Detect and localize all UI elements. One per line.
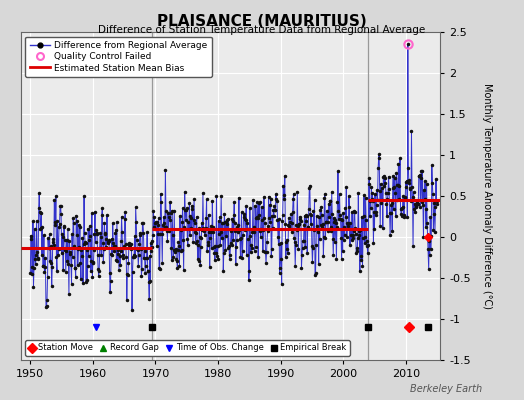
Text: Difference of Station Temperature Data from Regional Average: Difference of Station Temperature Data f… <box>99 25 425 35</box>
Y-axis label: Monthly Temperature Anomaly Difference (°C): Monthly Temperature Anomaly Difference (… <box>482 83 492 309</box>
Text: PLAISANCE (MAURITIUS): PLAISANCE (MAURITIUS) <box>157 14 367 29</box>
Text: Berkeley Earth: Berkeley Earth <box>410 384 482 394</box>
Legend: Station Move, Record Gap, Time of Obs. Change, Empirical Break: Station Move, Record Gap, Time of Obs. C… <box>25 340 350 356</box>
